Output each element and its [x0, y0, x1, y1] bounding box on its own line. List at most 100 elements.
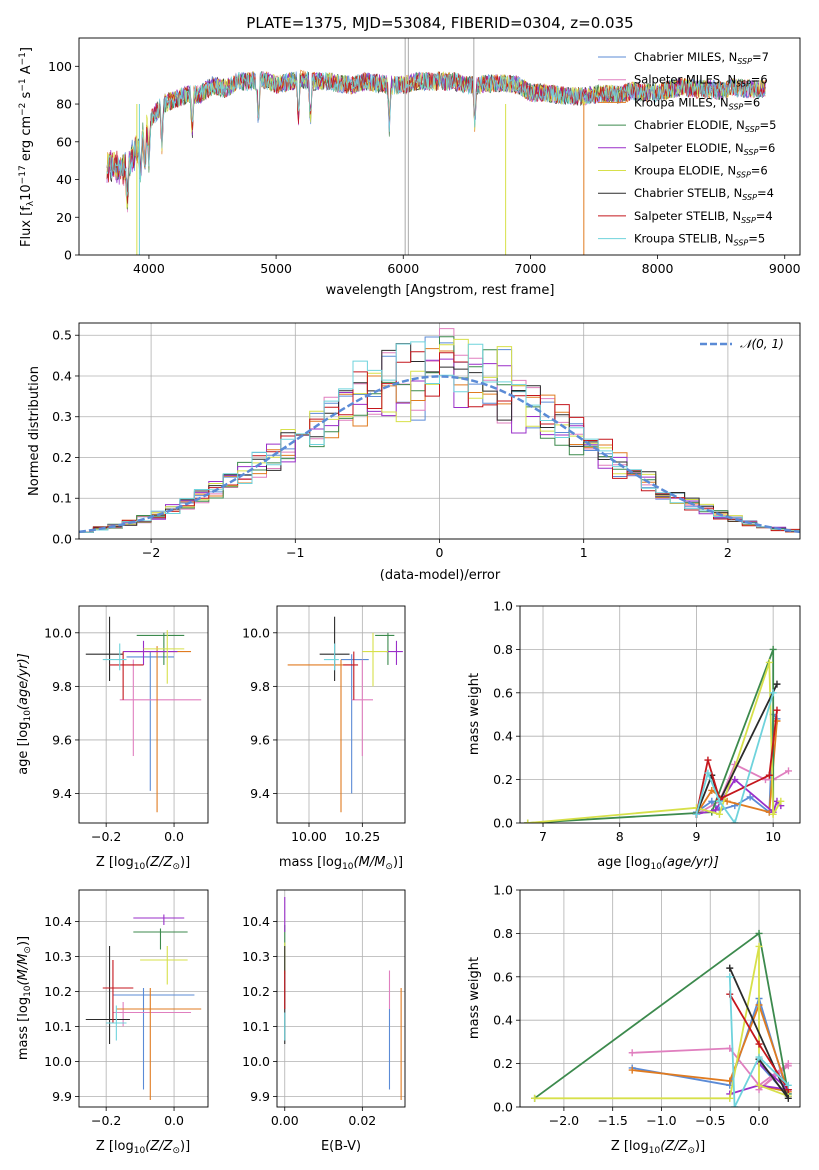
age-vs-z-y-label: age [log10(age/yr)]: [16, 653, 33, 775]
x-tick-label: −0.2: [91, 829, 121, 844]
normal-curve: [79, 375, 800, 534]
weight-marker: [755, 1040, 763, 1048]
legend-label: Chabrier STELIB, NSSP=4: [634, 186, 774, 202]
weight-marker: [715, 797, 723, 805]
y-tick-label: 0.0: [52, 532, 72, 547]
normal-legend-label: 𝒩(0, 1): [740, 337, 784, 351]
weight-marker: [692, 810, 700, 818]
weight-marker: [769, 810, 777, 818]
x-tick-label: 7: [539, 829, 547, 844]
y-tick-label: 10.1: [242, 1019, 270, 1034]
x-tick-label: 4000: [133, 261, 165, 276]
errorbars: [287, 616, 403, 813]
weight-series-line: [527, 662, 782, 823]
y-tick-label: 0.4: [52, 368, 72, 383]
spectrum-x-label: wavelength [Angstrom, rest frame]: [326, 283, 555, 298]
weight-series-line: [527, 649, 775, 823]
weight-marker: [755, 1081, 763, 1089]
weight-marker: [755, 929, 763, 937]
spectrum-series-line: [106, 71, 766, 204]
weight-marker: [524, 819, 532, 823]
weight-marker: [708, 797, 716, 805]
y-tick-label: 10.0: [242, 1054, 270, 1069]
legend-label: Kroupa MILES, NSSP=6: [634, 95, 760, 111]
axes-frame: [276, 889, 406, 1108]
x-tick-label: 0.0: [749, 1113, 769, 1128]
y-tick-label: 1.0: [493, 883, 513, 898]
weight-marker: [628, 1066, 636, 1074]
weight-marker: [704, 756, 712, 764]
errorbars: [85, 616, 202, 813]
weight-marker: [726, 964, 734, 972]
weight-series-line: [729, 1062, 792, 1095]
y-tick-label: 10.4: [242, 914, 270, 929]
age-vs-mass-panel: 10.00 10.25 9.4 9.6 9.8 10.0: [242, 605, 406, 844]
x-tick-label: −0.2: [91, 1113, 121, 1128]
axes-frame: [78, 37, 801, 256]
weight-vs-age-y-label: mass weight: [467, 673, 482, 755]
x-tick-label: 5000: [260, 261, 292, 276]
legend-label: Salpeter MILES, NSSP=6: [634, 73, 768, 89]
weight-vs-z-y-label: mass weight: [467, 957, 482, 1039]
legend-label: Kroupa ELODIE, NSSP=6: [634, 164, 768, 180]
weight-marker: [723, 797, 731, 805]
mass-vs-z-x-label: Z [log10(Z/Z⊙)]: [96, 1139, 190, 1156]
histogram-series: [79, 341, 800, 533]
weight-marker: [765, 771, 773, 779]
x-tick-label: 8: [616, 829, 624, 844]
weight-marker: [726, 1094, 734, 1102]
x-tick-label: −0.5: [695, 1113, 725, 1128]
weight-marker: [726, 1077, 734, 1085]
y-tick-label: 0.2: [52, 450, 72, 465]
x-tick-label: −1: [286, 545, 304, 560]
x-tick-label: −1.5: [598, 1113, 628, 1128]
y-tick-label: 80: [56, 97, 72, 112]
mass-vs-extinction-panel: 0.00 0.02 9.9 10.0 10.1 10.2 10.3 10.4: [242, 889, 406, 1128]
y-tick-label: 10.4: [44, 914, 72, 929]
y-tick-label: 10.3: [44, 949, 72, 964]
y-tick-label: 0.5: [52, 328, 72, 343]
y-tick-label: 10.3: [242, 949, 270, 964]
y-tick-label: 9.6: [52, 732, 72, 747]
errorbars: [284, 897, 402, 1100]
y-tick-label: 0.8: [493, 926, 513, 941]
spectrum-series-line: [106, 71, 766, 197]
y-tick-label: 0.6: [493, 685, 513, 700]
weight-marker: [755, 942, 763, 950]
weight-marker: [628, 1049, 636, 1057]
mass-vs-ebv-x-label: E(B-V): [321, 1139, 361, 1154]
weight-marker: [784, 1094, 792, 1102]
weight-marker: [769, 645, 777, 653]
axes-frame: [78, 605, 209, 824]
x-tick-label: 9000: [769, 261, 801, 276]
weight-lines: [531, 929, 792, 1107]
weight-marker: [755, 1053, 763, 1061]
weight-marker: [704, 769, 712, 777]
legend-label: Kroupa STELIB, NSSP=5: [634, 232, 765, 248]
mass-weight-vs-age-panel: 7 8 9 10 0.0 0.2 0.4 0.6 0.8 1.0: [493, 599, 801, 844]
spectrum-legend: Chabrier MILES, NSSP=7 Salpeter MILES, NS…: [598, 50, 776, 248]
y-tick-label: 0.4: [493, 1013, 513, 1028]
residuals-y-label: Normed distribution: [27, 366, 42, 496]
weight-marker: [773, 706, 781, 714]
x-tick-label: 0: [436, 545, 444, 560]
y-tick-label: 10.2: [44, 984, 72, 999]
y-tick-label: 0.0: [493, 1100, 513, 1115]
y-tick-label: 0.4: [493, 729, 513, 744]
y-tick-label: 9.8: [250, 679, 270, 694]
axes-frame: [519, 889, 801, 1108]
weight-marker: [726, 973, 734, 981]
weight-series-line: [728, 976, 789, 1107]
mass-vs-z-y-label: mass [log10(M/M⊙)]: [16, 936, 33, 1060]
x-tick-label: 1: [580, 545, 588, 560]
x-tick-label: 0.0: [164, 1113, 184, 1128]
axes-frame: [78, 322, 801, 540]
weight-lines: [524, 645, 792, 823]
x-tick-label: 0.0: [164, 829, 184, 844]
x-tick-label: 0.00: [271, 1113, 299, 1128]
spectrum-panel: 4000 5000 6000 7000 8000 9000 0 20 40 60 80 100: [48, 37, 801, 276]
histogram-series: [79, 351, 800, 533]
y-tick-label: 20: [56, 210, 72, 225]
weight-marker: [731, 1103, 739, 1107]
x-tick-label: 9: [692, 829, 700, 844]
